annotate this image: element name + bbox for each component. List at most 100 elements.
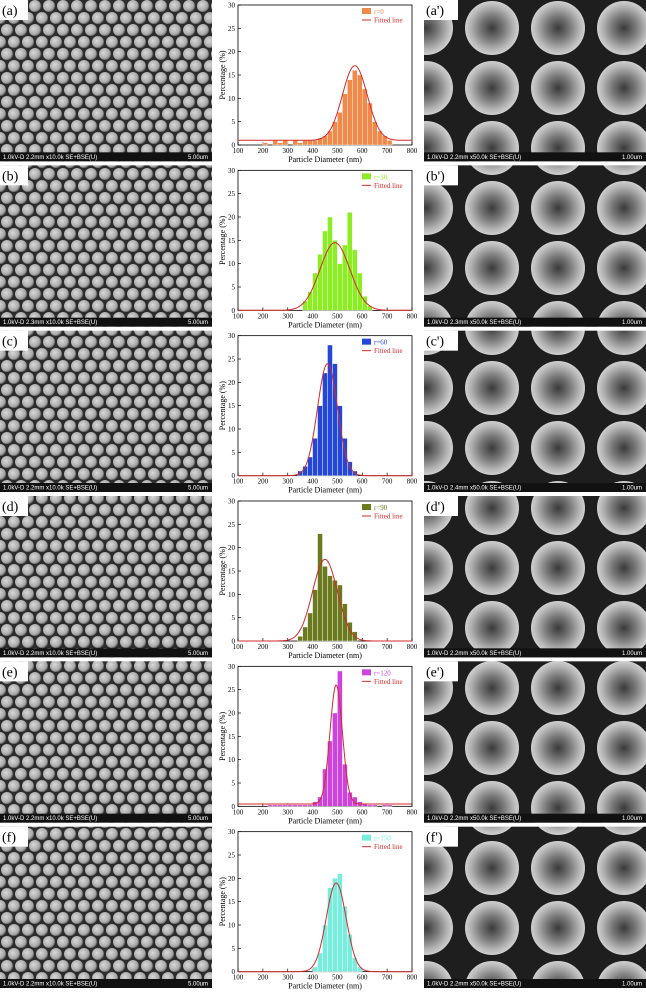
y-axis-label: Percentage (%) (218, 877, 227, 926)
y-axis-label: Percentage (%) (218, 381, 227, 430)
histogram-bar (332, 240, 338, 311)
y-tick-label: 5 (232, 284, 236, 292)
histogram-bar (287, 804, 293, 807)
histogram-bar (312, 140, 318, 146)
fitted-line (238, 363, 412, 477)
x-tick-label: 200 (258, 478, 269, 486)
histogram-bar (362, 88, 368, 146)
y-tick-label: 5 (232, 614, 236, 622)
sem-scale: 1.00um (622, 982, 642, 988)
fitted-line (238, 242, 412, 311)
y-axis-label: Percentage (%) (218, 50, 227, 99)
sem-info: 1.0kV-D 2.2mm x50.0k SE+BSE(U) (427, 816, 521, 822)
y-axis-label: Percentage (%) (218, 546, 227, 595)
x-tick-label: 700 (382, 147, 393, 155)
histogram-bar (347, 622, 353, 642)
y-tick-label: 5 (232, 780, 236, 788)
legend-label: r=150 (374, 835, 391, 843)
histogram-bar (342, 438, 348, 476)
x-tick-label: 500 (332, 147, 343, 155)
panel-label-box (0, 826, 28, 847)
panel-label-box (0, 0, 28, 20)
x-tick-label: 100 (233, 643, 244, 651)
sem-image (0, 661, 212, 823)
histogram-bar (272, 804, 278, 807)
sem-scale: 1.00um (622, 816, 642, 822)
histogram-bar (262, 142, 269, 146)
sem-image (0, 0, 212, 162)
panel-label: (b') (426, 169, 445, 184)
legend-swatch (362, 173, 371, 180)
x-tick-label: 200 (258, 147, 269, 155)
y-tick-label: 20 (228, 710, 236, 718)
sem-info-bar (424, 483, 646, 492)
sem-info: 1.0kV-D 2.2mm x10.0k SE+BSE(U) (3, 982, 97, 988)
sem-info-bar (0, 648, 212, 658)
histogram-bar (307, 612, 313, 642)
y-tick-label: 20 (228, 875, 236, 883)
histogram-bar (317, 533, 323, 642)
legend-label: r=0 (374, 8, 384, 16)
y-tick-label: 15 (228, 237, 236, 245)
x-tick-label: 700 (382, 643, 393, 651)
panel-label: (b) (2, 169, 19, 184)
histogram-bar (372, 804, 378, 807)
histogram-bar (317, 254, 323, 311)
sem-info: 1.0kV-D 2.2mm x50.0k SE+BSE(U) (427, 982, 521, 988)
x-tick-label: 700 (382, 478, 393, 486)
y-tick-label: 15 (228, 898, 236, 906)
x-tick-label: 300 (282, 808, 293, 816)
sem-info: 1.0kV-D 2.2mm x10.0k SE+BSE(U) (3, 651, 97, 657)
y-tick-label: 0 (232, 803, 236, 811)
y-tick-label: 15 (228, 402, 236, 410)
sem-info: 1.0kV-D 2.2mm x50.0k SE+BSE(U) (427, 651, 521, 657)
panel-label-box (424, 330, 458, 351)
sem-info-bar (0, 813, 212, 823)
sem-info: 1.0kV-D 2.2mm x10.0k SE+BSE(U) (3, 486, 97, 492)
histogram-bar (297, 142, 303, 146)
histogram-bar (267, 804, 274, 807)
sem-info: 1.0kV-D 2.2mm x50.0k SE+BSE(U) (427, 155, 521, 161)
legend-label: Fitted line (374, 513, 403, 521)
histogram-bar (347, 79, 353, 146)
histogram-bar (322, 566, 328, 642)
histogram-bar (357, 272, 363, 311)
x-tick-label: 400 (307, 478, 318, 486)
histogram-bar (297, 636, 303, 642)
y-tick-label: 20 (228, 48, 236, 56)
x-tick-label: 400 (307, 974, 318, 982)
histogram-bar (386, 804, 393, 807)
x-tick-label: 400 (307, 808, 318, 816)
fitted-line (238, 684, 412, 805)
histogram-bar (312, 438, 318, 476)
histogram-bar (327, 216, 333, 311)
x-axis-label: Particle Diameter (nm) (288, 320, 362, 329)
x-tick-label: 100 (233, 808, 244, 816)
panel-label: (f) (2, 831, 16, 846)
y-axis-label: Percentage (%) (218, 215, 227, 264)
y-tick-label: 30 (228, 167, 236, 175)
legend-label: Fitted line (374, 17, 403, 25)
x-tick-label: 300 (282, 312, 293, 320)
histogram-bar (302, 804, 308, 807)
y-tick-label: 5 (232, 449, 236, 457)
x-tick-label: 800 (407, 478, 418, 486)
histogram-bar (322, 372, 328, 476)
y-tick-label: 25 (228, 190, 236, 198)
y-tick-label: 25 (228, 686, 236, 694)
sem-image (424, 661, 646, 823)
x-tick-label: 300 (282, 478, 293, 486)
histogram-bar (277, 142, 283, 146)
y-tick-label: 5 (232, 945, 236, 953)
histogram-bar (322, 230, 328, 311)
sem-info: 1.0kV-D 2.2mm x10.0k SE+BSE(U) (3, 155, 97, 161)
histogram-bar (282, 140, 288, 146)
x-tick-label: 800 (407, 147, 418, 155)
y-tick-label: 20 (228, 214, 236, 222)
sem-image (0, 330, 212, 492)
sem-image (0, 826, 212, 988)
legend-swatch (362, 504, 371, 510)
x-tick-label: 500 (332, 643, 343, 651)
histogram-bar (302, 140, 308, 146)
